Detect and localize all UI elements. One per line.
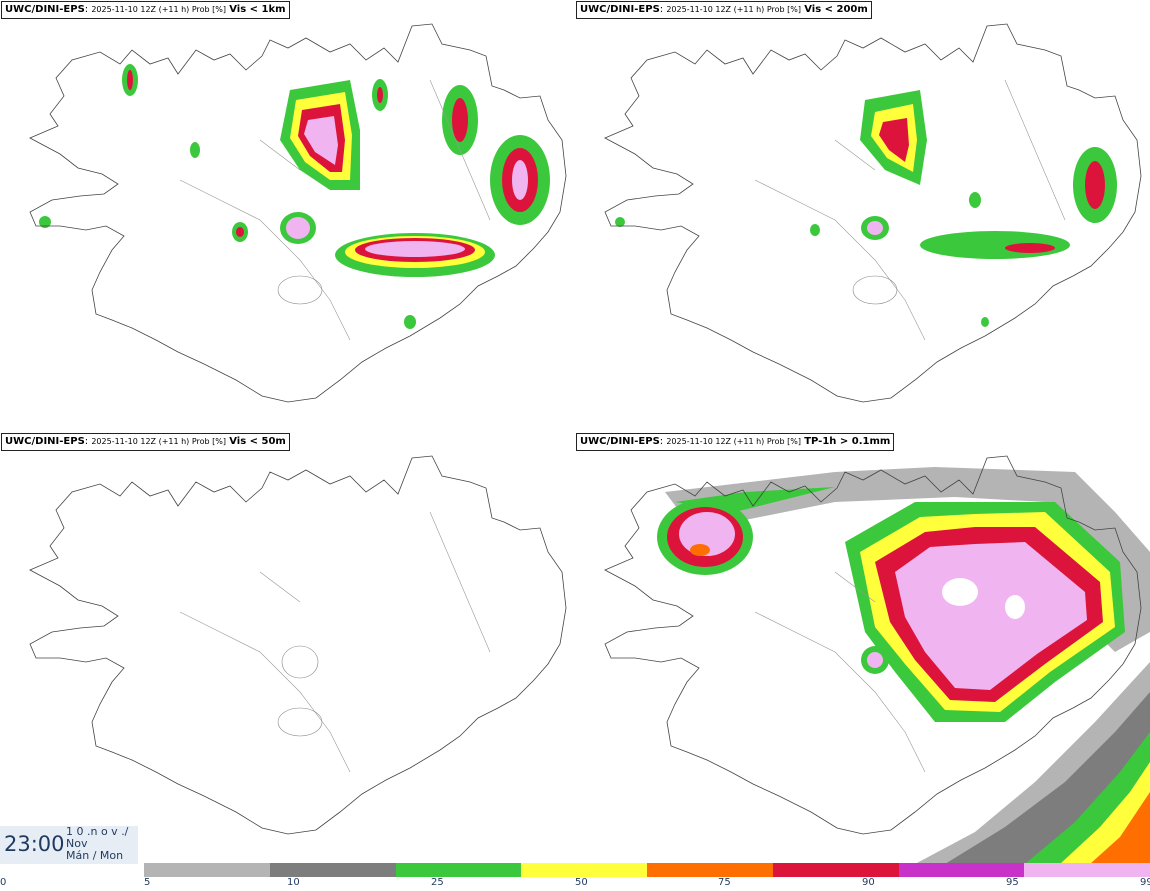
colorbar-segment [898, 863, 1025, 877]
colorbar-tick-label: 75 [718, 877, 731, 888]
weekday-label: Mán / Mon [66, 849, 124, 862]
colorbar-tick-label: 99 [1140, 877, 1150, 888]
map-panel-vis-1km: UWC/DINI-EPS: 2025-11-10 12Z (+11 h) Pro… [0, 0, 575, 432]
probability-field [39, 64, 550, 329]
valid-date: 1 0 .n o v ./ Nov Mán / Mon [66, 826, 128, 862]
colorbar-tick-label: 25 [431, 877, 444, 888]
date-line: 1 0 .n o v ./ [66, 825, 129, 838]
colorbar-tick-label: 5 [144, 877, 151, 888]
coastline [604, 23, 1142, 403]
colorbar-tick-label: 90 [862, 877, 875, 888]
colorbar-tick-label: 95 [1006, 877, 1019, 888]
month-label: Nov [66, 837, 88, 850]
probability-colorbar [144, 863, 1150, 877]
colorbar-segment [521, 863, 647, 877]
map-svg [29, 23, 567, 403]
panel-title: UWC/DINI-EPS: 2025-11-10 12Z (+11 h) Pro… [1, 433, 290, 451]
probability-field [615, 90, 1117, 327]
panel-title: UWC/DINI-EPS: 2025-11-10 12Z (+11 h) Pro… [1, 1, 290, 19]
colorbar-segment [772, 863, 899, 877]
map-svg [604, 455, 1150, 864]
colorbar-ticks: 0 5 10 25 50 75 90 95 99 [0, 877, 1150, 891]
map-panel-tp-1h: UWC/DINI-EPS: 2025-11-10 12Z (+11 h) Pro… [575, 432, 1150, 864]
colorbar-segment [647, 863, 773, 877]
colorbar-tick-label: 10 [287, 877, 300, 888]
map-panel-vis-50m: UWC/DINI-EPS: 2025-11-10 12Z (+11 h) Pro… [0, 432, 575, 864]
colorbar-tick-label: 50 [575, 877, 588, 888]
map-svg [29, 455, 567, 835]
panel-title: UWC/DINI-EPS: 2025-11-10 12Z (+11 h) Pro… [576, 433, 895, 451]
valid-time-box: 23:00 1 0 .n o v ./ Nov Mán / Mon [0, 826, 138, 864]
colorbar-segment [1024, 863, 1150, 877]
panel-title: UWC/DINI-EPS: 2025-11-10 12Z (+11 h) Pro… [576, 1, 872, 19]
valid-time: 23:00 [4, 832, 65, 856]
map-svg [604, 23, 1142, 403]
colorbar-tick-label: 0 [0, 877, 7, 888]
colorbar-segment [269, 863, 396, 877]
coastline [29, 455, 567, 835]
map-panel-vis-200m: UWC/DINI-EPS: 2025-11-10 12Z (+11 h) Pro… [575, 0, 1150, 432]
colorbar-segment [395, 863, 522, 877]
colorbar-segment [144, 863, 270, 877]
probability-field [657, 467, 1150, 864]
